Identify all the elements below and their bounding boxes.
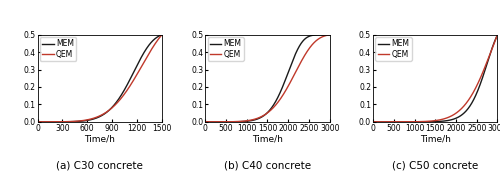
QEM [82, 119, 88, 121]
QEM [202, 121, 208, 123]
MEM [451, 118, 457, 120]
QEM [494, 34, 500, 36]
MEM [444, 120, 450, 122]
Legend: MEM, QEM: MEM, QEM [208, 37, 244, 61]
MEM [326, 34, 332, 36]
Legend: MEM, QEM: MEM, QEM [40, 37, 76, 61]
Line: QEM: QEM [38, 35, 162, 122]
MEM [295, 48, 301, 50]
QEM [370, 121, 376, 123]
Line: QEM: QEM [373, 35, 498, 122]
Legend: MEM, QEM: MEM, QEM [376, 37, 412, 61]
QEM [34, 121, 40, 123]
MEM [393, 121, 399, 123]
MEM [472, 95, 478, 97]
Text: (a) C30 concrete: (a) C30 concrete [56, 161, 143, 171]
MEM [277, 92, 283, 94]
QEM [128, 84, 134, 86]
MEM [494, 34, 500, 36]
QEM [159, 34, 165, 36]
Line: MEM: MEM [206, 35, 330, 122]
MEM [159, 34, 165, 36]
Line: MEM: MEM [38, 35, 162, 122]
QEM [326, 34, 332, 36]
MEM [283, 77, 289, 79]
MEM [225, 121, 231, 123]
MEM [370, 121, 376, 123]
MEM [109, 106, 115, 108]
QEM [225, 121, 231, 123]
MEM [202, 121, 208, 123]
MEM [418, 121, 424, 123]
QEM [136, 69, 142, 71]
QEM [418, 121, 424, 123]
MEM [82, 120, 88, 122]
QEM [277, 98, 283, 101]
MEM [57, 121, 63, 123]
MEM [128, 78, 134, 80]
QEM [393, 121, 399, 123]
MEM [250, 119, 256, 121]
QEM [463, 102, 469, 105]
X-axis label: Time/h: Time/h [420, 134, 451, 143]
QEM [444, 117, 450, 119]
Line: MEM: MEM [373, 35, 498, 122]
QEM [295, 66, 301, 68]
MEM [34, 121, 40, 123]
Line: QEM: QEM [206, 35, 330, 122]
QEM [250, 119, 256, 121]
QEM [109, 107, 115, 109]
Text: (b) C40 concrete: (b) C40 concrete [224, 161, 311, 171]
Text: (c) C50 concrete: (c) C50 concrete [392, 161, 478, 171]
QEM [116, 101, 121, 103]
MEM [136, 59, 142, 61]
MEM [463, 110, 469, 112]
QEM [304, 50, 310, 52]
QEM [57, 121, 63, 123]
QEM [283, 89, 289, 91]
MEM [116, 98, 121, 101]
MEM [304, 36, 310, 38]
X-axis label: Time/h: Time/h [84, 134, 115, 143]
X-axis label: Time/h: Time/h [252, 134, 283, 143]
QEM [451, 113, 457, 116]
QEM [472, 87, 478, 89]
